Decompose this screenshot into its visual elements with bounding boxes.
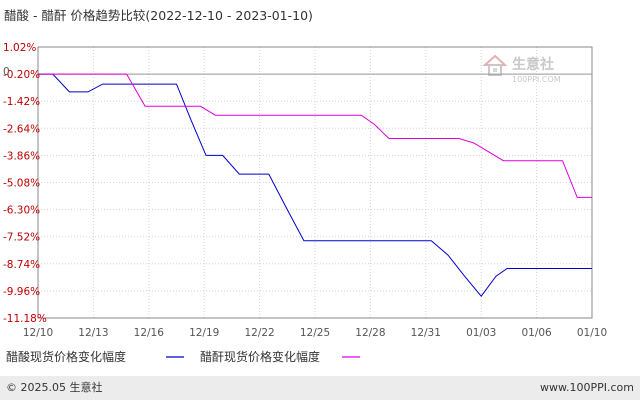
legend-label-series-2: 醋酐现货价格变化幅度 xyxy=(200,349,320,364)
x-tick-label: 01/06 xyxy=(521,327,552,339)
watermark-name: 生意社 xyxy=(512,56,554,73)
axes xyxy=(37,46,593,319)
x-tick-labels: 12/10 12/13 12/16 12/19 12/22 12/25 12/28 12/31… xyxy=(23,327,607,339)
y-zero-label: 0 xyxy=(3,66,10,78)
chart-title: 醋酸 - 醋酐 价格趋势比较(2022-12-10 - 2023-01-10) xyxy=(4,8,313,23)
series-line-1 xyxy=(38,73,592,298)
footer-copyright: © 2025.05 生意社 xyxy=(6,380,102,394)
x-tick-label: 12/25 xyxy=(300,327,330,339)
x-tick-label: 12/10 xyxy=(23,327,53,339)
y-tick-label: -1.42% xyxy=(3,96,40,108)
x-tick-label: 12/19 xyxy=(189,327,219,339)
y-tick-label: -3.86% xyxy=(3,150,40,162)
x-tick-label: 12/22 xyxy=(244,327,274,339)
y-tick-label: 1.02% xyxy=(3,42,36,54)
y-tick-label: -7.52% xyxy=(3,232,40,244)
footer-site: www.100PPI.com xyxy=(540,381,634,394)
y-tick-label: -6.30% xyxy=(3,205,40,217)
watermark: 生意社 100PPI.COM xyxy=(482,54,561,84)
y-tick-label: -8.74% xyxy=(3,259,40,271)
x-tick-label: 12/31 xyxy=(411,327,441,339)
y-tick-label: -2.64% xyxy=(3,123,40,135)
x-tick-label: 12/28 xyxy=(355,327,385,339)
watermark-house-icon xyxy=(482,54,508,76)
y-tick-labels: 1.02% -0.20% -1.42% -2.64% -3.86% -5.08% -6.30… xyxy=(3,42,47,325)
y-tick-label: -5.08% xyxy=(3,178,40,190)
y-tick-label: -0.20% xyxy=(3,69,40,81)
plot-border xyxy=(37,46,593,319)
legend-label-series-1: 醋酸现货价格变化幅度 xyxy=(6,349,126,364)
x-tick-label: 01/03 xyxy=(466,327,496,339)
watermark-url: 100PPI.COM xyxy=(512,75,561,84)
x-tick-label: 12/16 xyxy=(134,327,165,339)
footer-bar xyxy=(0,376,640,400)
y-tick-label: -11.18% xyxy=(3,313,47,325)
legend: 醋酸现货价格变化幅度 醋酐现货价格变化幅度 xyxy=(6,349,360,364)
series-line-2 xyxy=(38,73,592,198)
series-lines xyxy=(38,73,592,298)
x-tick-label: 01/10 xyxy=(577,327,607,339)
y-tick-label: -9.96% xyxy=(3,286,40,298)
x-tick-label: 12/13 xyxy=(78,327,108,339)
